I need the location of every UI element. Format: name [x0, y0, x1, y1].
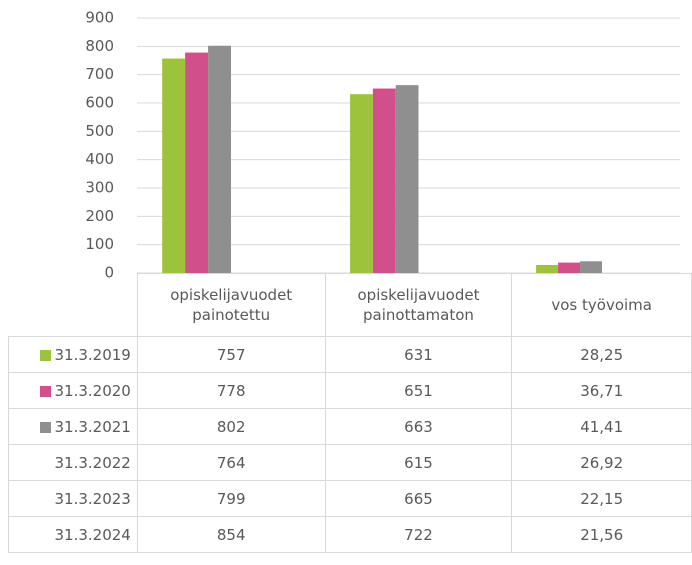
data-row: 31.3.2023 799 665 22,15	[8, 480, 692, 517]
value-cell: 663	[324, 408, 513, 445]
legend-entry: 31.3.2021	[8, 408, 138, 445]
value-cell: 21,56	[511, 516, 692, 553]
y-tick-label: 200	[85, 207, 114, 225]
value-cell: 764	[136, 444, 326, 481]
legend-entry: 31.3.2023	[8, 480, 138, 517]
value-cell: 22,15	[511, 480, 692, 517]
y-tick-label: 0	[104, 264, 114, 281]
value-cell: 26,92	[511, 444, 692, 481]
legend-entry: 31.3.2024	[8, 516, 138, 553]
category-label: opiskelijavuodet painotettu	[136, 273, 326, 337]
bar	[558, 262, 581, 273]
legend-key	[40, 349, 52, 361]
data-row: 31.3.2024 854 722 21,56	[8, 516, 692, 553]
bar	[372, 88, 396, 273]
series-name: 31.3.2020	[54, 381, 131, 400]
value-cell: 757	[136, 336, 326, 373]
bar	[580, 261, 602, 273]
value-cell: 36,71	[511, 372, 692, 409]
value-cell: 802	[136, 408, 326, 445]
value-cell: 615	[324, 444, 513, 481]
data-table: opiskelijavuodet painotettu opiskelijavuo…	[8, 273, 692, 553]
y-tick-label: 600	[85, 94, 114, 112]
value-cell: 778	[136, 372, 326, 409]
series-name: 31.3.2023	[54, 489, 131, 508]
data-row: 31.3.2022 764 615 26,92	[8, 444, 692, 481]
series-name: 31.3.2022	[54, 453, 131, 472]
y-tick-label: 400	[85, 150, 114, 168]
value-cell: 665	[324, 480, 513, 517]
y-tick-label: 900	[85, 9, 114, 27]
legend-entry: 31.3.2019	[8, 336, 138, 373]
legend-entry: 31.3.2020	[8, 372, 138, 409]
data-row: 31.3.2020 778 651 36,71	[8, 372, 692, 409]
category-label: opiskelijavuodet painottamaton	[324, 273, 513, 337]
value-cell: 631	[324, 336, 513, 373]
series-name: 31.3.2019	[54, 345, 131, 364]
value-cell: 799	[136, 480, 326, 517]
bar	[536, 264, 559, 273]
series-name: 31.3.2024	[54, 525, 131, 544]
value-cell: 722	[324, 516, 513, 553]
value-cell: 28,25	[511, 336, 692, 373]
series-name: 31.3.2021	[54, 417, 131, 436]
plot: 0 100 200 300 400 500 600 700 800 900	[85, 9, 680, 281]
legend-entry: 31.3.2022	[8, 444, 138, 481]
legend-key	[40, 385, 52, 397]
y-tick-label: 800	[85, 37, 114, 55]
bar	[208, 45, 231, 274]
y-tick-label: 700	[85, 65, 114, 83]
bar	[395, 85, 419, 274]
bar	[185, 52, 209, 273]
data-row: 31.3.2019 757 631 28,25	[8, 336, 692, 373]
category-label: vos työvoima	[511, 273, 692, 337]
corner	[8, 273, 138, 337]
value-cell: 41,41	[511, 408, 692, 445]
data-row: 31.3.2021 802 663 41,41	[8, 408, 692, 445]
y-tick-label: 100	[85, 235, 114, 253]
y-tick-label: 500	[85, 122, 114, 140]
header-row: opiskelijavuodet painotettu opiskelijavuo…	[8, 273, 692, 337]
bar	[350, 94, 373, 273]
legend-key	[40, 421, 52, 433]
y-tick-label: 300	[85, 179, 114, 197]
value-cell: 854	[136, 516, 326, 553]
bar	[162, 58, 186, 274]
value-cell: 651	[324, 372, 513, 409]
